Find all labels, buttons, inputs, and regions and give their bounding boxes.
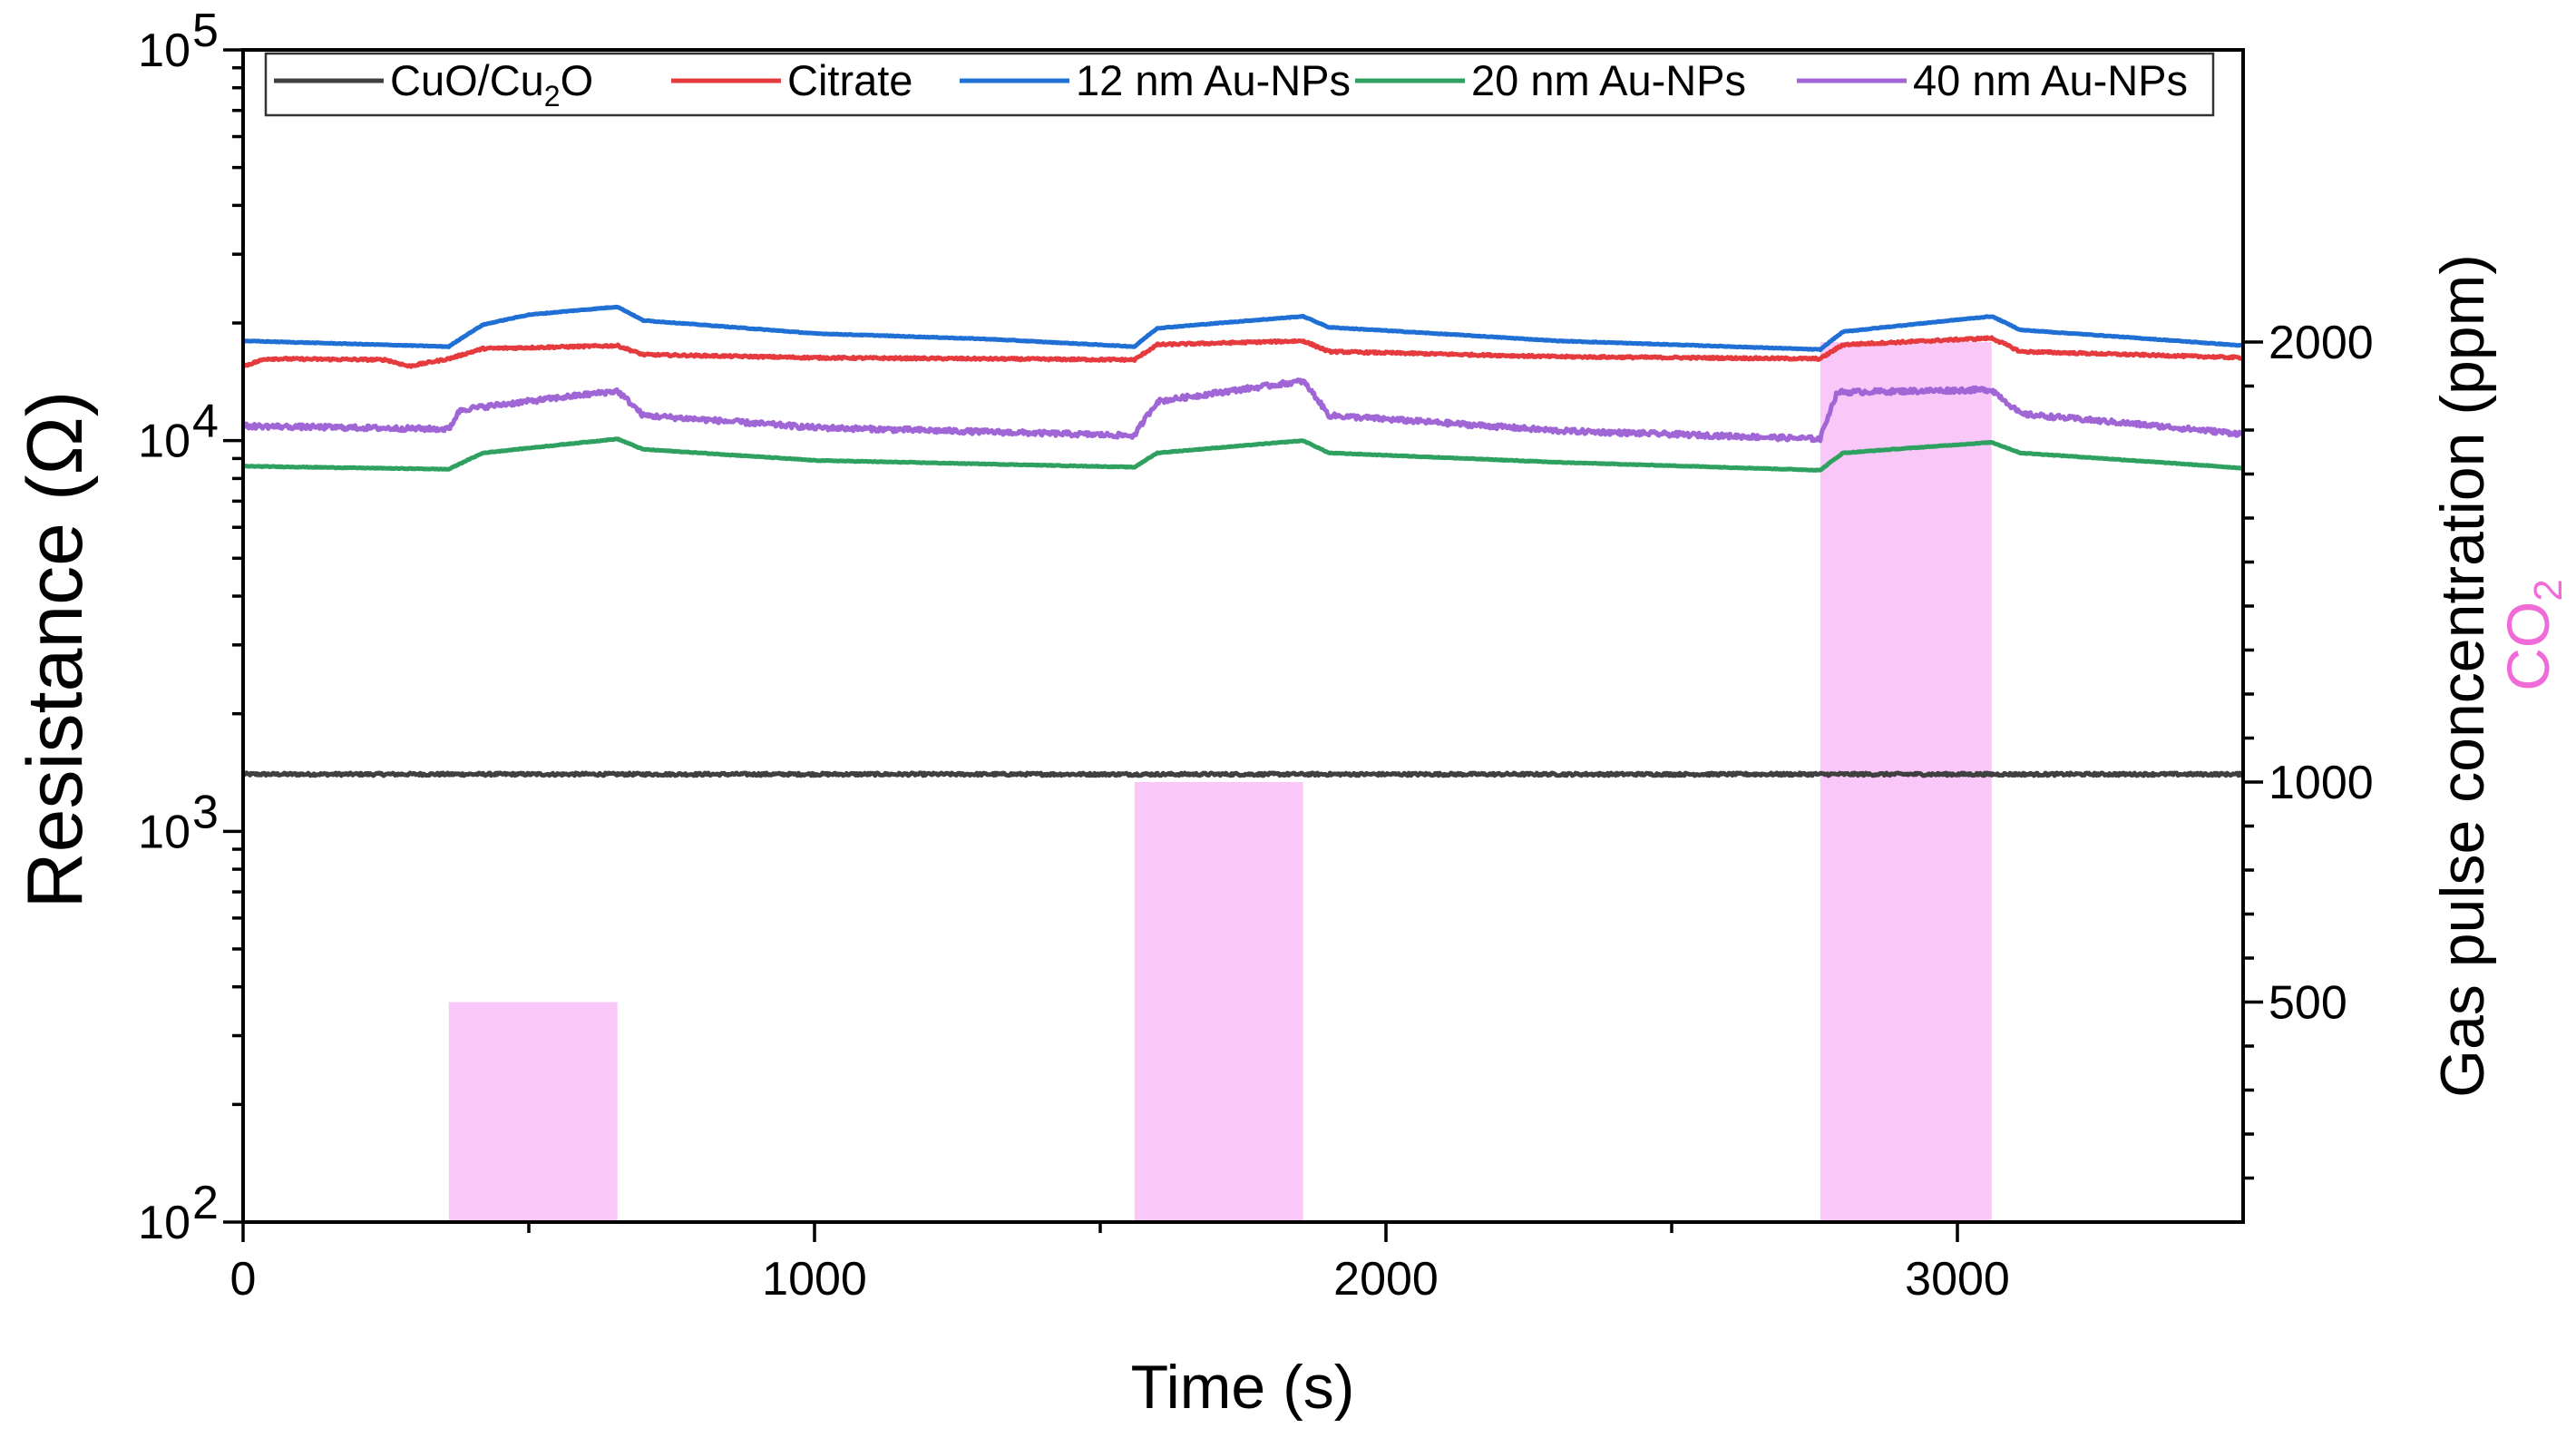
x-axis: 0 1000 2000 3000 — [230, 1222, 2010, 1306]
gas-pulse-bars — [448, 342, 1992, 1222]
x-tick-label-1: 0 — [230, 1253, 257, 1306]
y2-tick-label-3: 2000 — [2269, 317, 2374, 369]
legend-box — [264, 52, 2215, 117]
series-line-1 — [243, 770, 2243, 778]
legend-label-1: CuO/Cu2O — [390, 56, 593, 112]
y-tick-label-3: 10 — [138, 416, 190, 468]
gas-label: CO2 — [2494, 579, 2571, 690]
y-tick-label-1: 10 — [138, 1197, 190, 1249]
series-line-2 — [243, 335, 2243, 369]
x-axis-title: Time (s) — [1131, 1353, 1355, 1422]
gas-pulse-bar-1 — [448, 1002, 618, 1222]
plot-frame — [241, 48, 2245, 1224]
series-lines — [243, 304, 2243, 778]
y2-tick-label-2: 1000 — [2269, 757, 2374, 809]
y-tick-exponent-4: 5 — [192, 5, 219, 57]
legend-label-2: Citrate — [787, 56, 912, 104]
series-line-5 — [243, 377, 2243, 444]
series-line-3 — [243, 304, 2243, 353]
y2-axis-title: Gas pulse concentration (ppm) — [2428, 254, 2497, 1098]
legend-label-4: 20 nm Au-NPs — [1471, 56, 1746, 104]
y-axis-title: Resistance (Ω) — [12, 391, 99, 909]
x-tick-label-4: 3000 — [1905, 1253, 2010, 1306]
y-tick-exponent-3: 4 — [192, 396, 219, 448]
y-tick-exponent-2: 3 — [192, 786, 219, 838]
series-line-4 — [243, 436, 2243, 473]
legend: CuO/Cu2O Citrate 12 nm Au-NPs 20 nm Au-NPs 4… — [264, 52, 2215, 117]
y2-axis: 500 1000 2000 — [2243, 317, 2374, 1180]
y-tick-exponent-1: 2 — [192, 1177, 219, 1229]
legend-label-3: 12 nm Au-NPs — [1076, 56, 1351, 104]
legend-label-5: 40 nm Au-NPs — [1913, 56, 2188, 104]
gas-pulse-bar-2 — [1134, 782, 1303, 1222]
y-tick-label-4: 10 — [138, 24, 190, 77]
y2-tick-label-1: 500 — [2269, 977, 2347, 1030]
x-tick-label-2: 1000 — [762, 1253, 867, 1306]
x-tick-label-3: 2000 — [1333, 1253, 1439, 1306]
gas-pulse-bar-3 — [1820, 342, 1992, 1222]
y-tick-label-2: 10 — [138, 806, 190, 858]
